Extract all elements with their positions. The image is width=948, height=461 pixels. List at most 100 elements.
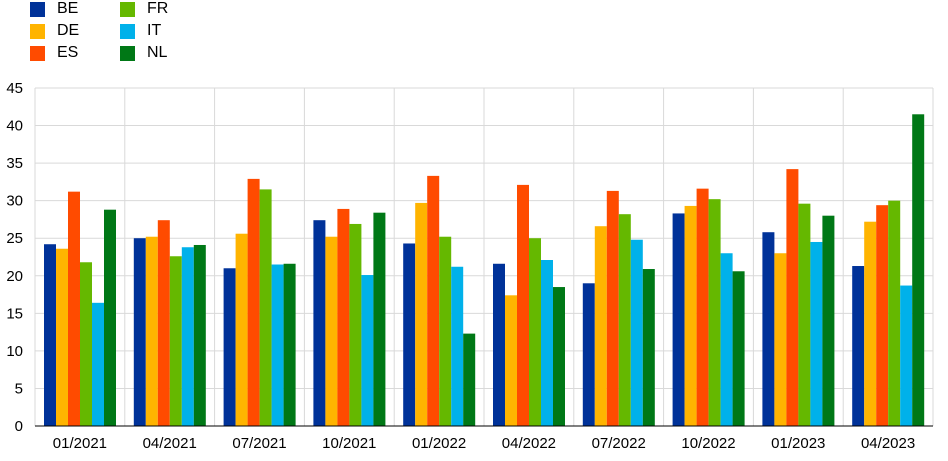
y-tick-label: 35 — [6, 155, 23, 172]
bar-nl-3 — [373, 212, 386, 426]
bar-de-8 — [774, 253, 787, 426]
bar-nl-0 — [104, 209, 116, 426]
bar-be-8 — [762, 232, 775, 426]
bar-be-6 — [582, 283, 595, 426]
bar-nl-1 — [193, 244, 206, 426]
bar-be-7 — [672, 213, 685, 426]
bar-it-9 — [900, 285, 913, 426]
bar-it-3 — [361, 275, 374, 426]
legend-swatch — [30, 1, 45, 17]
bar-it-1 — [181, 247, 194, 426]
bar-marks — [44, 114, 925, 427]
bar-nl-9 — [912, 114, 925, 427]
y-tick-label: 0 — [15, 418, 23, 435]
x-tick-label: 10/2021 — [322, 435, 376, 452]
bar-es-9 — [876, 205, 889, 426]
bar-it-4 — [451, 266, 464, 426]
bar-be-0 — [44, 244, 56, 426]
legend-item-be: BE — [30, 0, 78, 20]
bar-fr-1 — [169, 256, 182, 426]
x-tick-label: 01/2021 — [53, 435, 107, 452]
y-tick-label: 15 — [6, 305, 23, 322]
y-tick-label: 30 — [6, 193, 23, 210]
legend-label: DE — [57, 22, 80, 39]
bar-fr-5 — [529, 238, 541, 426]
bar-be-5 — [493, 263, 505, 426]
bar-fr-8 — [798, 203, 811, 426]
bar-fr-2 — [259, 189, 272, 426]
bar-es-1 — [157, 220, 170, 426]
legend-item-es: ES — [30, 42, 78, 64]
x-tick-label: 07/2022 — [592, 435, 646, 452]
bar-de-7 — [684, 205, 697, 426]
x-tick-label: 07/2021 — [232, 435, 286, 452]
bar-nl-5 — [553, 287, 565, 426]
bar-es-2 — [247, 178, 260, 426]
y-tick-label: 25 — [6, 230, 23, 247]
legend-swatch — [120, 1, 135, 17]
bar-es-6 — [606, 190, 619, 426]
legend-label: NL — [147, 44, 168, 61]
y-tick-label: 45 — [6, 80, 23, 97]
bar-be-4 — [403, 243, 416, 426]
bar-fr-4 — [439, 236, 452, 426]
legend-item-fr: FR — [120, 0, 168, 20]
x-tick-label: 01/2023 — [771, 435, 825, 452]
bar-nl-8 — [822, 215, 835, 426]
bar-it-5 — [541, 260, 553, 426]
bar-nl-6 — [642, 269, 655, 426]
legend-swatch — [30, 23, 45, 39]
bar-it-0 — [92, 302, 104, 426]
x-tick-labels: 01/2021 04/2021 07/2021 10/2021 01/2022 04/20… — [53, 435, 915, 452]
bar-it-8 — [810, 241, 823, 426]
legend-item-it: IT — [120, 20, 161, 42]
bar-fr-0 — [80, 262, 92, 426]
bar-de-9 — [864, 221, 877, 426]
legend-swatch — [120, 45, 135, 61]
legend-item-nl: NL — [120, 42, 167, 64]
x-tick-label: 01/2022 — [412, 435, 466, 452]
bar-nl-7 — [732, 271, 745, 426]
bar-fr-6 — [618, 214, 631, 426]
legend-label: IT — [147, 22, 162, 39]
legend-swatch — [30, 45, 45, 61]
bar-de-5 — [505, 295, 517, 426]
bar-be-9 — [852, 266, 865, 426]
bar-es-3 — [337, 208, 350, 426]
legend-item-de: DE — [30, 20, 79, 42]
y-tick-label: 20 — [6, 268, 23, 285]
y-tick-label: 5 — [15, 380, 23, 397]
legend-label: BE — [57, 0, 79, 17]
legend-label: ES — [57, 44, 79, 61]
legend-label: FR — [147, 0, 169, 17]
bar-es-7 — [696, 188, 709, 426]
bar-de-0 — [56, 248, 68, 426]
bar-it-2 — [271, 264, 284, 426]
bar-de-1 — [145, 236, 158, 426]
bar-de-4 — [415, 202, 428, 426]
bar-be-2 — [223, 268, 236, 426]
y-tick-label: 40 — [6, 118, 23, 135]
bar-fr-9 — [888, 200, 901, 426]
y-tick-label: 10 — [6, 343, 23, 360]
chart-legend: BE DE ES FR IT NL — [30, 0, 250, 64]
bar-es-4 — [427, 175, 440, 426]
x-tick-label: 04/2022 — [502, 435, 556, 452]
bar-de-2 — [235, 233, 248, 426]
bar-es-0 — [68, 191, 80, 426]
bar-nl-4 — [463, 333, 476, 426]
bar-es-8 — [786, 169, 799, 426]
x-tick-label: 10/2022 — [681, 435, 735, 452]
bar-fr-3 — [349, 223, 362, 426]
bar-be-3 — [313, 220, 326, 426]
bar-de-6 — [594, 226, 607, 426]
y-tick-labels: 0 5 10 15 20 25 30 35 40 45 — [6, 80, 23, 435]
bar-it-6 — [630, 239, 643, 426]
bar-fr-7 — [708, 199, 721, 426]
bar-be-1 — [133, 238, 146, 426]
bar-es-5 — [517, 184, 529, 426]
x-tick-label: 04/2023 — [861, 435, 915, 452]
x-tick-label: 04/2021 — [143, 435, 197, 452]
legend-swatch — [120, 23, 135, 39]
